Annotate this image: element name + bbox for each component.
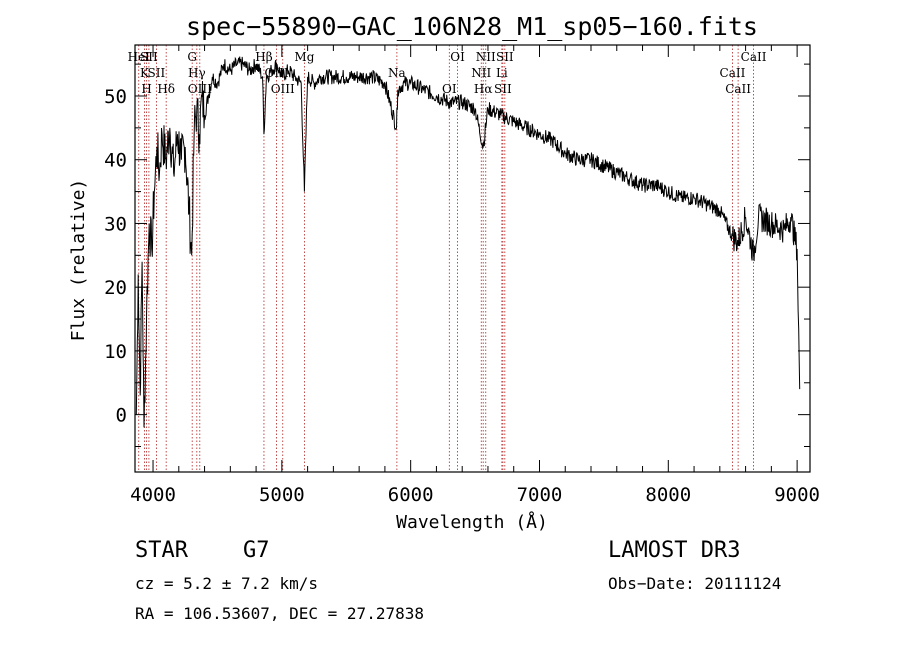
line-marker-label: Hβ: [255, 50, 272, 64]
plot-frame: [134, 44, 811, 473]
line-marker-label: SII: [148, 66, 166, 80]
chart-title: spec−55890−GAC_106N28_M1_sp05−160.fits: [186, 12, 758, 41]
spectrum-line: [135, 56, 801, 428]
axis-tick-labels: 4000 5000 6000 7000 8000 9000 0 10 20 30 40 50: [104, 86, 820, 506]
line-marker-label: SII: [496, 50, 514, 64]
line-marker-label: OI: [450, 50, 465, 64]
axis-ticks: [135, 45, 810, 472]
y-tick-label: 10: [104, 341, 127, 363]
coordinates: RA = 106.53607, DEC = 27.27838: [135, 604, 424, 623]
y-tick-label: 20: [104, 277, 127, 299]
y-axis-label: Flux (relative): [68, 179, 89, 342]
line-marker-label: CaII: [720, 66, 746, 80]
line-marker-label: CaII: [741, 50, 767, 64]
line-marker-label: NII: [471, 66, 491, 80]
x-axis-label: Wavelength (Å): [396, 511, 548, 533]
line-marker-label: CaII: [725, 82, 751, 96]
survey-name: LAMOST DR3: [608, 538, 741, 563]
line-marker-label: Hδ: [157, 82, 175, 96]
y-tick-label: 0: [116, 405, 127, 427]
line-marker-label: K: [140, 66, 150, 80]
y-tick-label: 50: [104, 86, 127, 108]
observation-date: Obs−Date: 20111124: [608, 574, 782, 593]
x-tick-label: 5000: [259, 484, 305, 506]
line-marker-label: SII: [494, 82, 512, 96]
object-subclass: G7: [243, 538, 270, 563]
line-marker-label: Hα: [474, 82, 493, 96]
line-marker-label: Na: [388, 66, 406, 80]
line-marker-label: Li: [496, 66, 508, 80]
y-tick-label: 30: [104, 213, 127, 235]
line-marker-label: G: [187, 50, 197, 64]
line-marker-label: Hγ: [188, 66, 206, 80]
line-marker-label: H: [141, 82, 151, 96]
x-tick-label: 6000: [388, 484, 434, 506]
x-tick-label: 4000: [130, 484, 176, 506]
x-tick-label: 9000: [774, 484, 820, 506]
line-marker-labels: HeIKHSIISIIHδGHγOIIIHβOIIIOIIIMgNaOIOINI…: [128, 50, 767, 96]
line-marker-label: NII: [476, 50, 496, 64]
line-marker-label: OIII: [188, 82, 212, 96]
line-marker-label: Mg: [294, 50, 314, 64]
line-marker-label: OIII: [271, 82, 295, 96]
x-tick-label: 7000: [517, 484, 563, 506]
line-marker-label: OI: [442, 82, 457, 96]
x-tick-label: 8000: [645, 484, 691, 506]
y-tick-label: 40: [104, 150, 127, 172]
emission-line-markers: [138, 45, 754, 472]
line-marker-label: SII: [140, 50, 158, 64]
object-class: STAR: [135, 538, 188, 563]
line-marker-label: HeI: [128, 50, 151, 64]
redshift-velocity: cz = 5.2 ± 7.2 km/s: [135, 574, 319, 593]
